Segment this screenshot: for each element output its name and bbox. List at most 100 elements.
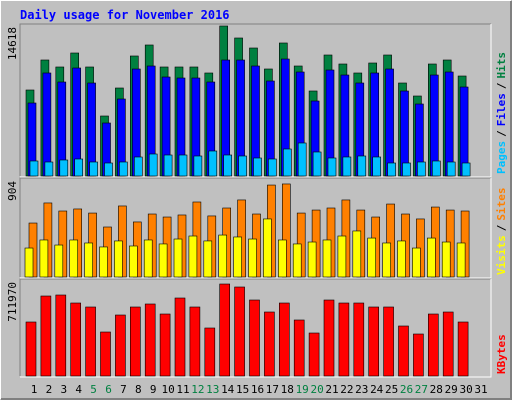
bar [130,306,141,377]
bar [412,247,421,278]
bar [99,246,108,278]
bar [382,242,391,278]
bar [70,302,81,377]
x-tick-label: 12 [191,383,204,396]
bar [441,241,451,278]
x-tick-label: 11 [176,383,189,396]
bar [383,306,394,377]
x-tick-label: 13 [206,383,219,396]
x-tick-label: 15 [236,383,249,396]
bar [234,286,245,377]
legend-separator: / [495,130,508,137]
bar [163,154,173,177]
x-tick-label: 24 [370,383,384,396]
x-tick-label: 5 [90,383,97,396]
y-tick-label: 14618 [6,27,19,60]
bar [39,239,49,278]
bar [342,156,352,177]
bar [55,294,67,377]
bar [263,218,272,278]
bar [338,302,350,377]
bar [143,239,153,278]
x-tick-label: 20 [310,383,323,396]
bar [417,161,426,177]
x-tick-label: 14 [221,383,235,396]
bar [223,154,232,177]
panel-frame-light [20,24,492,178]
bar [446,161,456,177]
bar [368,306,380,377]
x-tick-label: 7 [120,383,127,396]
legend-entry: Files [495,93,508,126]
x-tick-label: 19 [296,383,309,396]
x-tick-label: 30 [459,383,472,396]
bar [402,162,411,177]
bar [233,236,242,278]
panel-frame-dark [19,177,491,277]
x-tick-label: 17 [266,383,279,396]
bar [203,240,213,278]
bar [219,283,230,377]
x-tick-label: 18 [281,383,294,396]
bar [144,303,156,377]
bar [115,314,126,377]
bar [100,331,111,377]
bar [74,158,83,177]
bar [385,68,394,177]
bar [148,153,158,177]
bar [293,319,305,377]
bar [188,235,198,278]
bar [85,306,96,377]
x-tick-label: 2 [46,383,53,396]
y-tick-label: 711970 [6,282,19,322]
x-tick-label: 3 [60,383,67,396]
x-tick-label: 6 [105,383,112,396]
bar [42,72,52,177]
bar [323,299,335,377]
legend-entry: Sites [495,188,508,221]
bar [292,243,302,278]
bar [307,241,317,278]
x-tick-label: 22 [340,383,353,396]
bar [104,162,113,177]
panel-frame-dark [19,278,491,376]
bar [208,150,218,177]
bar [312,151,322,177]
x-tick-label: 21 [325,383,338,396]
bar [25,321,37,377]
x-tick-label: 28 [430,383,443,396]
bar [114,240,123,278]
bar [352,230,362,278]
chart-title: Daily usage for November 2016 [20,8,230,22]
bar [40,295,52,377]
x-tick-label: 9 [150,383,157,396]
bar [278,302,290,377]
x-tick-label: 25 [385,383,398,396]
bar [367,237,377,278]
legend-entry: Pages [495,141,508,174]
bar [44,161,54,177]
bar [277,239,287,278]
x-tick-label: 1 [31,383,38,396]
bar [29,160,39,177]
bar [119,161,128,177]
bar [431,160,441,177]
panel-frame-light [20,178,492,279]
bar [218,234,227,278]
bar [427,313,439,377]
bar [268,158,277,177]
x-tick-label: 4 [75,383,82,396]
bar [173,238,183,278]
bar [456,242,466,278]
bar [308,332,320,377]
bar [69,239,78,278]
bar [24,247,34,278]
bar [89,161,98,177]
bar [413,333,424,377]
bar [327,157,337,177]
panel-frame-light [20,279,492,378]
legend: Pages / Files / Hits [495,52,508,174]
x-tick-label: 31 [474,383,487,396]
